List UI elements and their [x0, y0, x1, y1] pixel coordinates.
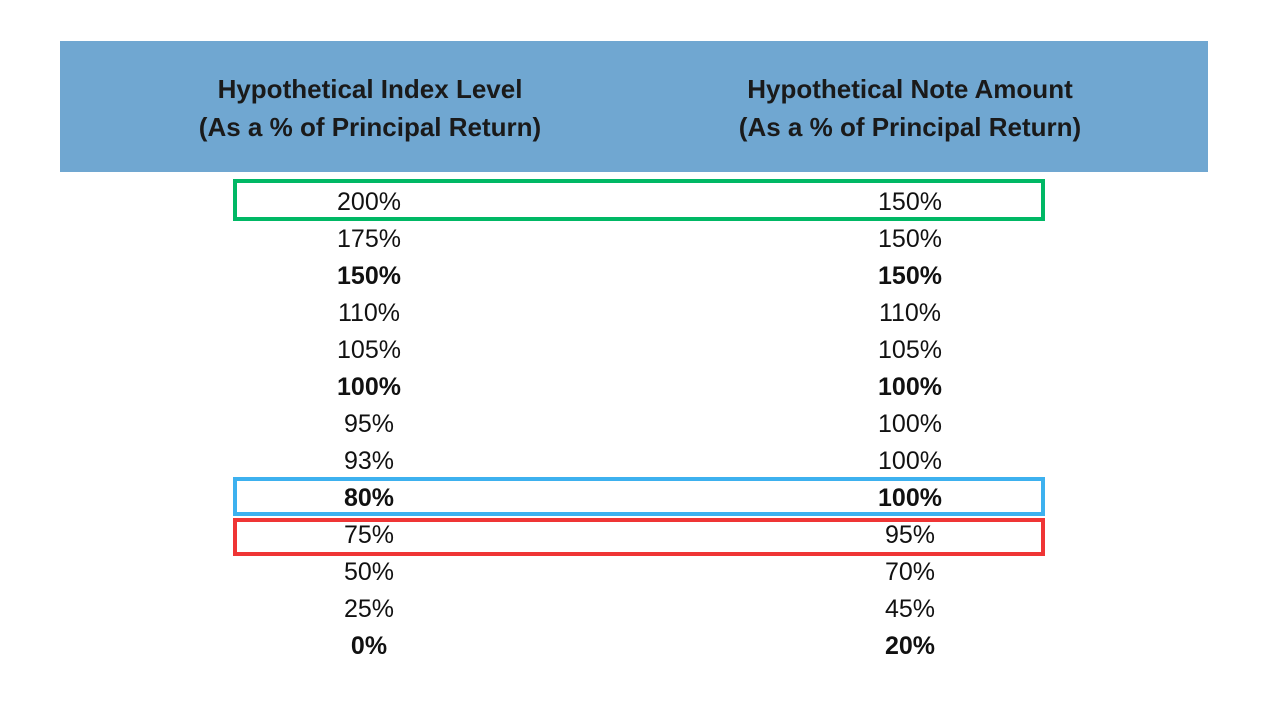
- note-amount-cell: 100%: [878, 484, 942, 512]
- note-amount-cell: 100%: [878, 373, 942, 401]
- note-amount-cell: 150%: [878, 225, 942, 253]
- table-body: 200% 150% 175% 150% 150% 150% 110% 110% …: [0, 184, 1280, 665]
- index-level-cell: 105%: [337, 336, 401, 364]
- table-row: 25% 45%: [0, 591, 1280, 628]
- index-level-cell: 25%: [343, 595, 395, 623]
- table-header: Hypothetical Index Level (As a % of Prin…: [60, 41, 1208, 172]
- note-amount-cell: 95%: [884, 521, 936, 549]
- note-amount-cell: 70%: [884, 558, 936, 586]
- table-row: 110% 110%: [0, 295, 1280, 332]
- index-level-cell: 150%: [337, 262, 401, 290]
- red-highlight-box: [233, 518, 1045, 556]
- note-amount-cell: 100%: [878, 410, 942, 438]
- index-level-cell: 50%: [343, 558, 395, 586]
- note-amount-header-line2: (As a % of Principal Return): [738, 112, 1082, 142]
- table-row: 100% 100%: [0, 369, 1280, 406]
- table-row: 80% 100%: [0, 480, 1280, 517]
- index-level-column-header: Hypothetical Index Level (As a % of Prin…: [170, 70, 570, 146]
- table-row: 93% 100%: [0, 443, 1280, 480]
- index-level-header-line1: Hypothetical Index Level: [217, 74, 523, 104]
- index-level-cell: 75%: [343, 521, 395, 549]
- index-level-cell: 93%: [343, 447, 395, 475]
- note-amount-cell: 150%: [878, 262, 942, 290]
- table-row: 75% 95%: [0, 517, 1280, 554]
- index-level-cell: 175%: [337, 225, 401, 253]
- index-level-cell: 100%: [337, 373, 401, 401]
- green-highlight-box: [233, 179, 1045, 221]
- index-level-cell: 80%: [343, 484, 395, 512]
- note-amount-cell: 45%: [884, 595, 936, 623]
- note-amount-cell: 110%: [878, 299, 942, 327]
- table-row: 95% 100%: [0, 406, 1280, 443]
- index-level-cell: 200%: [337, 188, 401, 216]
- index-level-cell: 0%: [350, 632, 388, 660]
- blue-highlight-box: [233, 477, 1045, 516]
- table-row: 105% 105%: [0, 332, 1280, 369]
- table-row: 50% 70%: [0, 554, 1280, 591]
- table-row: 0% 20%: [0, 628, 1280, 665]
- note-amount-cell: 105%: [878, 336, 942, 364]
- table-row: 175% 150%: [0, 221, 1280, 258]
- note-amount-header-line1: Hypothetical Note Amount: [747, 74, 1073, 104]
- index-level-cell: 110%: [337, 299, 401, 327]
- index-level-cell: 95%: [343, 410, 395, 438]
- note-amount-column-header: Hypothetical Note Amount (As a % of Prin…: [710, 70, 1110, 146]
- table-row: 150% 150%: [0, 258, 1280, 295]
- index-level-header-line2: (As a % of Principal Return): [198, 112, 542, 142]
- note-amount-cell: 100%: [878, 447, 942, 475]
- note-amount-cell: 150%: [878, 188, 942, 216]
- note-amount-cell: 20%: [884, 632, 936, 660]
- table-row: 200% 150%: [0, 184, 1280, 221]
